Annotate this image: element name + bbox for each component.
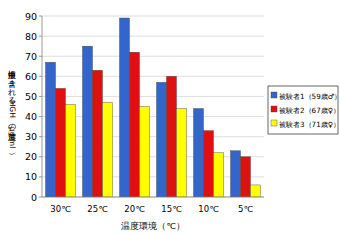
bar bbox=[56, 88, 66, 197]
tick-label: 40 bbox=[25, 111, 37, 122]
tick-label: 10 bbox=[25, 171, 37, 182]
chart-root: 0 10 20 30 40 50 60 70 80 90 30℃ 25℃ 20℃ 15℃ 10℃ 5℃ 温度環境… bbox=[0, 0, 340, 235]
x-axis-label: 温度環境（℃） bbox=[121, 221, 185, 231]
grid-line bbox=[42, 197, 264, 198]
bar bbox=[204, 131, 214, 197]
tick bbox=[39, 156, 42, 157]
bars bbox=[46, 18, 261, 197]
tick-label: 0 bbox=[31, 192, 37, 203]
bar bbox=[46, 62, 56, 197]
bar bbox=[103, 102, 113, 197]
bar bbox=[157, 82, 167, 197]
bar bbox=[251, 185, 261, 197]
y-axis bbox=[42, 16, 43, 197]
legend-swatch bbox=[271, 106, 277, 112]
tick bbox=[39, 116, 42, 117]
tick bbox=[39, 136, 42, 137]
tick-label: 20 bbox=[25, 151, 37, 162]
tick-label: 60 bbox=[25, 71, 37, 82]
grid-line bbox=[42, 16, 264, 17]
grid-line bbox=[42, 96, 264, 97]
grid-line bbox=[42, 56, 264, 57]
bar bbox=[214, 153, 224, 197]
tick-label: 50 bbox=[25, 91, 37, 102]
legend-swatch bbox=[271, 92, 277, 98]
tick bbox=[39, 96, 42, 97]
chart: 0 10 20 30 40 50 60 70 80 90 30℃ 25℃ 20℃ 15℃ 10℃ 5℃ 温度環境… bbox=[0, 0, 340, 235]
tick bbox=[39, 16, 42, 17]
category-label: 10℃ bbox=[198, 204, 219, 214]
category-label: 20℃ bbox=[124, 204, 145, 214]
tick bbox=[39, 176, 42, 177]
tick-label: 80 bbox=[25, 31, 37, 42]
category-label: 25℃ bbox=[87, 204, 108, 214]
tick-label: 30 bbox=[25, 131, 37, 142]
legend-swatch bbox=[271, 120, 277, 126]
legend-label: 被験者2（67歳♀） bbox=[279, 106, 340, 115]
x-axis bbox=[42, 197, 264, 198]
category-label: 30℃ bbox=[50, 204, 71, 214]
category-label: 15℃ bbox=[161, 204, 182, 214]
bar bbox=[167, 76, 177, 197]
bar bbox=[93, 70, 103, 197]
bar bbox=[130, 52, 140, 197]
bar bbox=[241, 157, 251, 197]
tick-label: 70 bbox=[25, 51, 37, 62]
category-label: 5℃ bbox=[238, 204, 253, 214]
grid-line bbox=[42, 76, 264, 77]
tick bbox=[39, 197, 42, 198]
bar bbox=[140, 107, 150, 198]
tick-label: 90 bbox=[25, 11, 37, 22]
bar bbox=[120, 18, 130, 197]
bar bbox=[66, 104, 76, 197]
bar bbox=[231, 151, 241, 197]
y-axis-label: 血液中に含まれるHGHの濃度（μg/ml） bbox=[8, 65, 17, 156]
tick bbox=[39, 76, 42, 77]
legend-label: 被験者1（59歳♂） bbox=[279, 92, 340, 101]
bar bbox=[177, 109, 187, 197]
bar bbox=[83, 46, 93, 197]
tick bbox=[39, 36, 42, 37]
bar bbox=[194, 109, 204, 197]
grid-line bbox=[42, 36, 264, 37]
tick bbox=[39, 56, 42, 57]
legend-label: 被験者3（71歳♀） bbox=[279, 120, 340, 129]
